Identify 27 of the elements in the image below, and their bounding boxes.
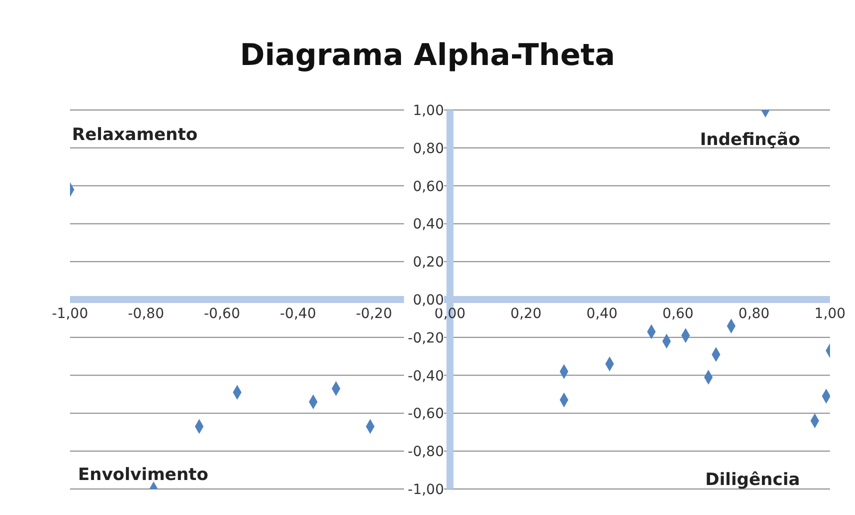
x-tick-label: 0,40 [586, 306, 618, 322]
chart-title: Diagrama Alpha-Theta [238, 38, 616, 73]
x-tick-label: 1,00 [814, 306, 846, 322]
x-tick-label: 0,20 [510, 306, 542, 322]
x-tick-label: -0,80 [128, 306, 164, 322]
x-tick-label: -0,20 [356, 306, 392, 322]
y-tick-label: 0,40 [412, 216, 444, 233]
y-tick-label: -0,40 [408, 368, 444, 384]
y-tick-label: 0,20 [412, 254, 444, 271]
y-tick-label: 1,00 [412, 103, 444, 119]
y-tick-label: -1,00 [408, 482, 444, 498]
x-tick-label: -0,40 [280, 306, 316, 322]
y-tick-label: 0,60 [412, 178, 444, 195]
y-tick-label: -0,60 [408, 406, 444, 422]
x-tick-label: -1,00 [52, 306, 88, 322]
annotation: Envolvimento [78, 465, 208, 485]
y-tick-label: 0,80 [412, 140, 444, 157]
annotation: Indefinção [700, 130, 800, 150]
annotation: Relaxamento [72, 125, 198, 145]
x-tick-label: 0,80 [738, 306, 770, 322]
x-tick-label: 0,00 [434, 306, 466, 322]
y-tick-label: 0,00 [412, 292, 444, 308]
x-tick-label: -0,60 [204, 306, 240, 322]
y-tick-label: -0,20 [408, 330, 444, 346]
x-tick-label: 0,60 [662, 306, 694, 322]
annotation: Diligência [705, 470, 800, 490]
y-tick-label: -0,80 [408, 444, 444, 460]
